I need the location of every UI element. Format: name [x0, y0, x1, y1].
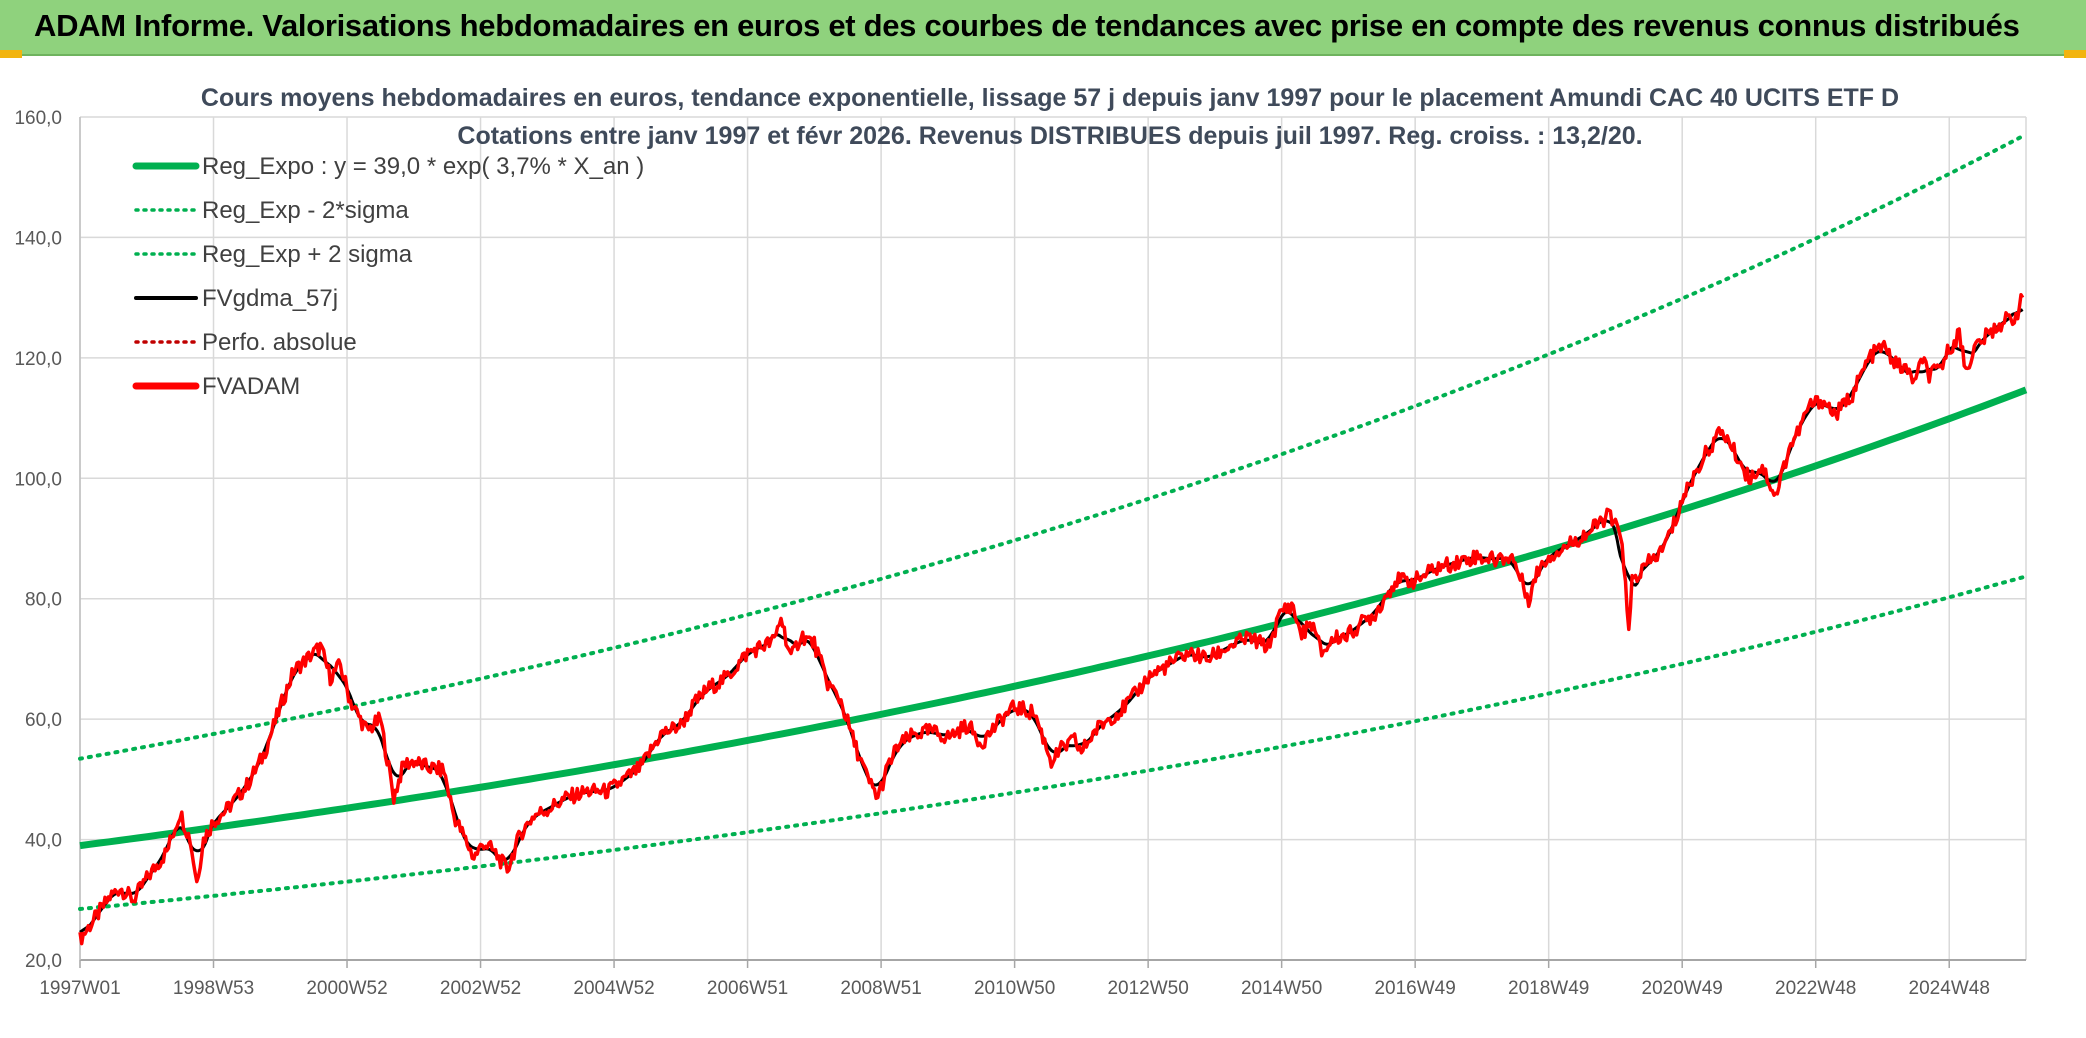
x-tick-label: 2004W52 — [573, 978, 654, 999]
legend-label: Reg_Exp + 2 sigma — [202, 241, 413, 268]
x-tick-label: 2024W48 — [1909, 978, 1990, 999]
axes: 20,0 40,0 60,0 80,0 100,0 120,0 140,0 160,0 1997… — [14, 108, 2026, 999]
x-tick-label: 2022W48 — [1775, 978, 1856, 999]
legend-label: Perfo. absolue — [202, 329, 357, 356]
y-tick-label: 80,0 — [25, 590, 62, 611]
x-tick-label: 2002W52 — [440, 978, 521, 999]
regression-expo-line — [79, 386, 2028, 850]
legend-label: Reg_Expo : y = 39,0 * exp( 3,7% * X_an ) — [202, 153, 644, 180]
x-tick-label: 2010W50 — [974, 978, 1055, 999]
chart: 20,0 40,0 60,0 80,0 100,0 120,0 140,0 160,0 1997… — [14, 84, 2028, 999]
y-tick-label: 160,0 — [14, 108, 62, 129]
y-tick-label: 60,0 — [25, 710, 62, 731]
chart-title-line: Cours moyens hebdomadaires en euros, ten… — [201, 84, 1899, 112]
x-tick-label: 1998W53 — [173, 978, 254, 999]
x-tick-label: 2006W51 — [707, 978, 788, 999]
x-tick-label: 2014W50 — [1241, 978, 1322, 999]
legend-label: Reg_Exp - 2*sigma — [202, 197, 409, 224]
series — [78, 132, 2028, 946]
chart-title: Cours moyens hebdomadaires en euros, ten… — [201, 84, 1899, 150]
y-tick-label: 40,0 — [25, 831, 62, 852]
x-tick-label: 2008W51 — [840, 978, 921, 999]
corner-accent-left — [0, 50, 22, 58]
regression-lower-line — [78, 574, 2028, 911]
x-tick-label: 2018W49 — [1508, 978, 1589, 999]
corner-accent-right — [2064, 50, 2086, 58]
x-tick-label: 2020W49 — [1642, 978, 1723, 999]
regression-upper-line — [78, 132, 2028, 761]
y-tick-label: 20,0 — [25, 951, 62, 972]
legend-label: FVADAM — [202, 373, 300, 400]
page-title: ADAM Informe. Valorisations hebdomadaire… — [34, 8, 2020, 43]
y-tick-label: 100,0 — [14, 469, 62, 490]
chart-title-line: Cotations entre janv 1997 et févr 2026. … — [457, 122, 1642, 150]
y-tick-label: 140,0 — [14, 228, 62, 249]
legend-label: FVgdma_57j — [202, 285, 338, 312]
x-tick-label: 1997W01 — [39, 978, 120, 999]
fvadam-series-line — [78, 292, 2025, 946]
x-tick-label: 2016W49 — [1374, 978, 1455, 999]
y-tick-label: 120,0 — [14, 349, 62, 370]
grid — [79, 116, 2027, 961]
x-tick-label: 2012W50 — [1107, 978, 1188, 999]
fvgdma-series-line — [79, 308, 2024, 934]
x-tick-label: 2000W52 — [306, 978, 387, 999]
legend: Reg_Expo : y = 39,0 * exp( 3,7% * X_an )… — [132, 153, 644, 400]
header-banner: ADAM Informe. Valorisations hebdomadaire… — [0, 0, 2086, 56]
